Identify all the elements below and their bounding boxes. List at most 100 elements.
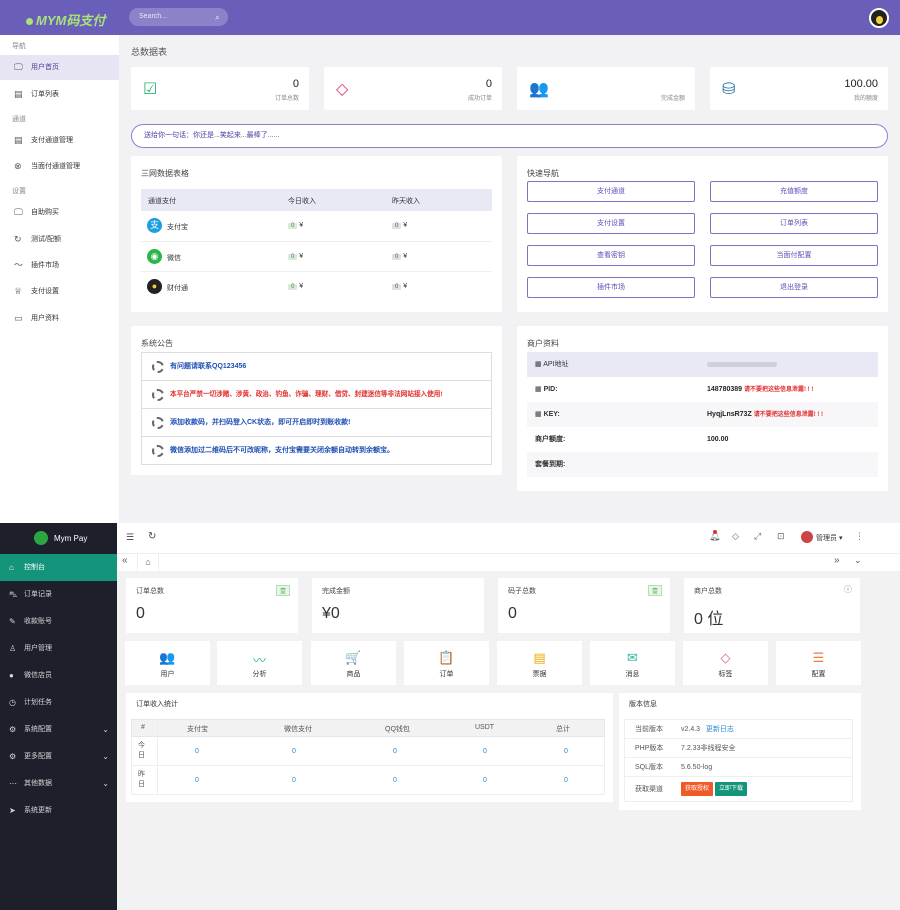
search-input[interactable]: Search... ⌕ bbox=[129, 8, 228, 26]
nav-users[interactable]: ♙ 用户管理 bbox=[0, 635, 117, 662]
wechat-icon: ◉ bbox=[147, 249, 162, 264]
yesterday-value: 0 ¥ bbox=[392, 283, 407, 290]
tile-cart[interactable]: 🛒 商品 bbox=[311, 641, 396, 685]
tab-home-icon[interactable]: ⌂ bbox=[137, 554, 159, 571]
gear-icon bbox=[152, 361, 164, 373]
nav-console[interactable]: ⌂ 控制台 bbox=[0, 554, 117, 581]
income-header: # bbox=[141, 724, 145, 731]
fullscreen-icon[interactable]: ⤢ bbox=[754, 531, 762, 541]
quick-keys-button[interactable]: 查看密钥 bbox=[527, 245, 695, 266]
network-title: 三网数据表格 bbox=[141, 169, 189, 178]
tile-doc[interactable]: 📋 订单 bbox=[404, 641, 489, 685]
doc-icon: 📋 bbox=[438, 650, 455, 665]
tab-scroll-left-icon[interactable]: « bbox=[122, 555, 128, 566]
tile-mail[interactable]: ✉ 消息 bbox=[590, 641, 675, 685]
announcement-item[interactable]: 添加收款码，并扫码登入CK状态，即可开启即时到账收款! bbox=[141, 408, 492, 437]
admin-avatar[interactable] bbox=[801, 531, 813, 543]
trophy-icon: ♕ bbox=[14, 286, 23, 296]
stat-card-success: ◇ 0 成功订单 bbox=[324, 67, 502, 110]
tab-scroll-right-icon[interactable]: » bbox=[834, 555, 840, 566]
network-card: 三网数据表格 bbox=[131, 156, 502, 312]
tile-sliders[interactable]: ☰ 配置 bbox=[776, 641, 861, 685]
page-title: 总数据表 bbox=[131, 47, 168, 57]
income-cell: 0 bbox=[292, 748, 296, 755]
more-vertical-icon[interactable]: ⋮ bbox=[855, 531, 864, 541]
bottom-header: ☰ ↻ 🔔︎ ◇ ⤢ ⊡ 管理员 ▾ ⋮ bbox=[117, 523, 900, 553]
tile-pulse[interactable]: 〰分析 bbox=[217, 641, 302, 685]
sidebar-item-plugins[interactable]: 〜插件市场 bbox=[0, 253, 119, 278]
grid-icon: ▦ bbox=[535, 411, 544, 418]
monitor-icon: 🖵 bbox=[14, 62, 23, 72]
bell-icon[interactable]: 🔔︎ bbox=[709, 531, 721, 541]
refresh-icon[interactable]: ↻ bbox=[148, 531, 157, 542]
nav-more-config[interactable]: ⚙ 更多配置 ⌄ bbox=[0, 743, 117, 770]
version-row-current: 当前版本 v2.4.3 更新日志 bbox=[624, 719, 853, 739]
grid-icon: ▦ bbox=[535, 386, 544, 393]
sidebar-group-settings: 设置 bbox=[12, 188, 26, 195]
merchant-row-key: ▦ KEY: HyqjLnsR73Z 请不要把这些信息泄露! ! ! bbox=[527, 402, 878, 427]
nav-accounts[interactable]: ✎ 收款账号 bbox=[0, 608, 117, 635]
tile-tag[interactable]: ◇ 标签 bbox=[683, 641, 768, 685]
sidebar-item-pay-channel[interactable]: ▤ 支付通道管理 bbox=[0, 128, 119, 153]
sidebar-item-self-buy[interactable]: 🖵 自助购买 bbox=[0, 200, 119, 225]
announcement-item[interactable]: 微信添加过二维码后不可改昵称，支付宝需要关闭余额自动转到余额宝。 bbox=[141, 436, 492, 465]
stat-orders-total: 订单总数壹 0 bbox=[126, 578, 298, 633]
sidebar-item-profile[interactable]: ▭ 用户资料 bbox=[0, 306, 119, 331]
tab-menu-chevron-icon[interactable]: ⌄ bbox=[854, 555, 862, 565]
tile-label: 分析 bbox=[252, 671, 267, 678]
stat-card-quota: ⛁ 100.00 我的额度 bbox=[710, 67, 888, 110]
quick-f2f-button[interactable]: 当面付配置 bbox=[710, 245, 878, 266]
wechat-icon: ● bbox=[9, 671, 14, 680]
sidebar-item-test[interactable]: ↻ 测试/配额 bbox=[0, 227, 119, 252]
menu-toggle-icon[interactable]: ☰ bbox=[126, 532, 135, 542]
database-icon: ⛁ bbox=[722, 81, 736, 98]
quick-plugins-button[interactable]: 插件市场 bbox=[527, 277, 695, 298]
nav-wechat-staff[interactable]: ● 微信店员 bbox=[0, 662, 117, 689]
tab-bar: « ⌂ » ⌄ bbox=[117, 553, 900, 571]
ticket-icon: ▤ bbox=[533, 650, 546, 665]
sidebar-item-home[interactable]: 🖵 用户首页 bbox=[0, 55, 119, 80]
nav-system-config[interactable]: ⚙ 系统配置 ⌄ bbox=[0, 716, 117, 743]
announcement-item[interactable]: 本平台严禁一切涉赌、涉黄、政治、钓鱼、诈骗、理财、借贷、封建迷信等非法网站接入使… bbox=[141, 380, 492, 409]
users-icon: 👥 bbox=[529, 81, 549, 98]
nav-other-data[interactable]: ⋯ 其他数据 ⌄ bbox=[0, 770, 117, 797]
quick-logout-button[interactable]: 退出登录 bbox=[710, 277, 878, 298]
version-title: 版本信息 bbox=[629, 701, 657, 708]
sidebar-item-f2f-channel[interactable]: ⊗ 当面付通道管理 bbox=[0, 154, 119, 179]
bottom-sidebar: Mym Pay ⌂ 控制台 ⛍ 订单记录 ✎ 收款账号 ♙ 用户管理 ● 微信店员 ◷ 计划… bbox=[0, 523, 117, 910]
sliders-icon: ☰ bbox=[812, 650, 825, 665]
update-log-link[interactable]: 更新日志 bbox=[705, 726, 734, 733]
announcement-card: 系统公告 bbox=[131, 326, 502, 475]
sidebar-item-orders[interactable]: ▤ 订单列表 bbox=[0, 82, 119, 107]
tile-label: 商品 bbox=[346, 671, 361, 678]
nav-system-update[interactable]: ➤ 系统更新 bbox=[0, 797, 117, 824]
yesterday-value: 0 ¥ bbox=[392, 222, 407, 229]
admin-name[interactable]: 管理员 ▾ bbox=[816, 535, 843, 542]
tag-icon[interactable]: ◇ bbox=[732, 531, 739, 541]
merchant-row-quota: 商户额度: 100.00 bbox=[535, 436, 729, 443]
quick-recharge-button[interactable]: 充值额度 bbox=[710, 181, 878, 202]
lock-icon[interactable]: ⊡ bbox=[777, 531, 785, 541]
income-cell: 0 bbox=[195, 777, 199, 784]
nav-tasks[interactable]: ◷ 计划任务 bbox=[0, 689, 117, 716]
announcement-item[interactable]: 有问题请联系QQ123456 bbox=[141, 352, 492, 381]
income-cell: 0 bbox=[292, 777, 296, 784]
tile-label: 用户 bbox=[160, 671, 175, 678]
get-auth-button[interactable]: 获取授权 bbox=[681, 782, 714, 797]
mym-pay-logo[interactable]: Mym Pay bbox=[34, 530, 87, 547]
sidebar-item-pay-settings[interactable]: ♕ 支付设置 bbox=[0, 279, 119, 304]
income-cell: 0 bbox=[195, 748, 199, 755]
announcement-title: 系统公告 bbox=[141, 339, 173, 348]
tile-users[interactable]: 👥 用户 bbox=[125, 641, 210, 685]
quick-pay-settings-button[interactable]: 支付设置 bbox=[527, 213, 695, 234]
sidebar-group-channel: 通道 bbox=[12, 116, 26, 123]
edit-icon: ✎ bbox=[9, 617, 16, 626]
tile-ticket[interactable]: ▤ 票据 bbox=[497, 641, 582, 685]
gear-icon: ⚙ bbox=[9, 725, 17, 734]
download-button[interactable]: 立即下载 bbox=[714, 782, 747, 797]
quick-pay-channel-button[interactable]: 支付通道 bbox=[527, 181, 695, 202]
brand-logo[interactable]: MYM码支付 bbox=[26, 10, 105, 29]
quick-orders-button[interactable]: 订单列表 bbox=[710, 213, 878, 234]
avatar[interactable] bbox=[869, 8, 889, 28]
nav-orders[interactable]: ⛍ 订单记录 bbox=[0, 581, 117, 608]
